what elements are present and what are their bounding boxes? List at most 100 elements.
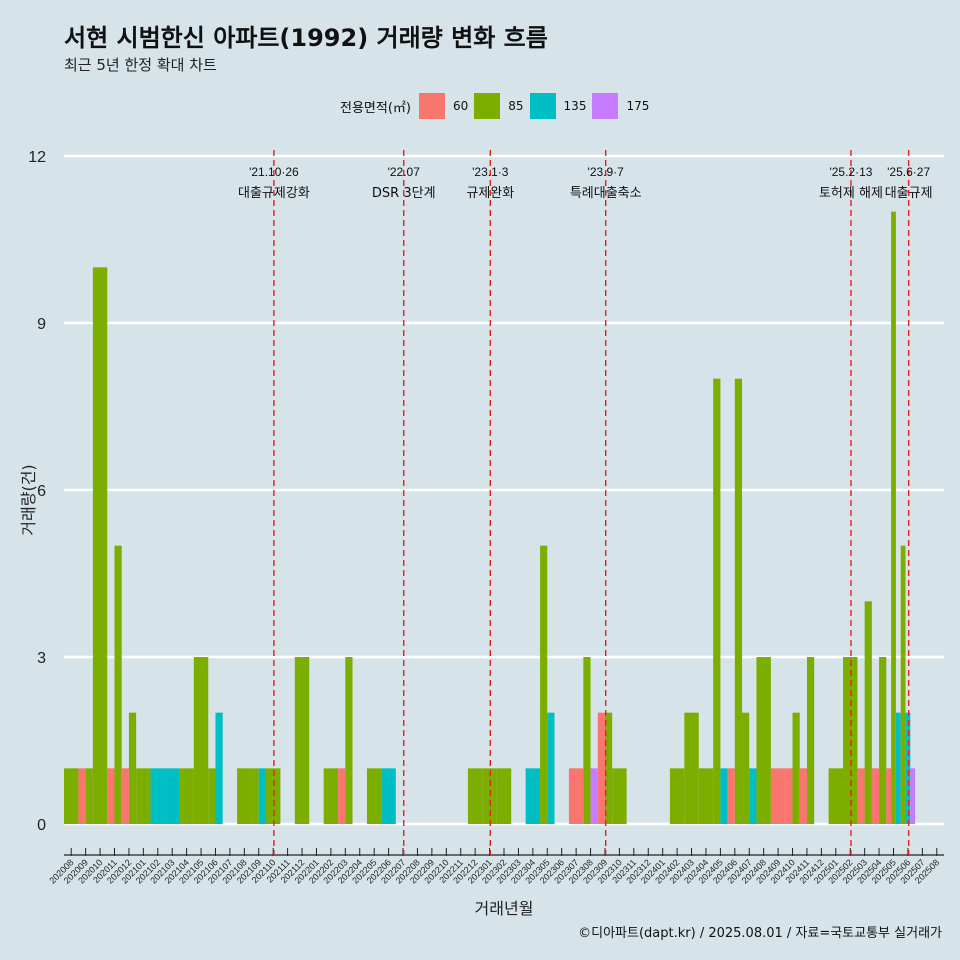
bar-60-202307 xyxy=(568,768,584,824)
bar-85-202408 xyxy=(756,657,771,824)
bar-135-202505 xyxy=(895,712,901,824)
bar-85-202101 xyxy=(136,768,151,824)
bar-85-202011 xyxy=(114,545,122,824)
event-date-label: '25.2·13 xyxy=(829,165,872,179)
bar-85-202504 xyxy=(879,657,887,824)
bar-60-202409 xyxy=(770,768,786,824)
bar-135-202304 xyxy=(525,768,541,824)
event-date-label: '21.10·26 xyxy=(249,165,299,179)
event-date-label: '25.6·27 xyxy=(887,165,930,179)
event-text-label: 규제완화 xyxy=(466,186,514,201)
legend-swatch-85 xyxy=(474,93,501,119)
event-text-label: 대출규제 xyxy=(885,186,933,201)
bar-85-202302 xyxy=(496,768,512,824)
x-axis-title: 거래년월 xyxy=(475,899,534,918)
bar-135-202405 xyxy=(720,768,728,824)
legend-item-85: 85 xyxy=(474,93,524,119)
bar-135-202106 xyxy=(215,712,223,824)
bar-85-202404 xyxy=(698,768,714,824)
bar-60-202410 xyxy=(785,768,793,824)
bar-85-202405 xyxy=(713,378,721,824)
bar-85-202506 xyxy=(900,545,906,824)
bar-135-202506 xyxy=(905,712,911,824)
bar-85-202310 xyxy=(612,768,627,824)
legend-swatch-135 xyxy=(529,93,556,119)
bar-135-202103 xyxy=(164,768,180,824)
bar-85-202008 xyxy=(64,768,79,824)
y-tick-label: 9 xyxy=(37,316,46,333)
bar-85-202012 xyxy=(128,712,137,824)
bar-85-202411 xyxy=(806,657,815,824)
y-tick-label: 12 xyxy=(28,149,46,166)
y-axis-title: 거래량(건) xyxy=(19,464,38,535)
bar-85-202505 xyxy=(891,211,896,824)
bar-60-202411 xyxy=(799,768,807,824)
bar-85-202407 xyxy=(742,712,750,824)
chart-title: 서현 시범한신 아파트(1992) 거래량 변화 흐름 xyxy=(64,24,548,52)
bar-85-202309 xyxy=(604,712,613,824)
bar-85-202410 xyxy=(792,712,800,824)
bar-60-202009 xyxy=(78,768,86,824)
bar-60-202203 xyxy=(338,768,346,824)
event-text-label: 대출규제강화 xyxy=(238,186,310,201)
bar-85-202501 xyxy=(828,768,844,824)
bar-85-202009 xyxy=(85,768,93,824)
bar-85-202112 xyxy=(294,657,310,824)
bar-85-202010 xyxy=(92,267,108,824)
bar-60-202012 xyxy=(121,768,129,824)
legend-item-175: 175 xyxy=(592,93,649,119)
source-caption: ©디아파트(dapt.kr) / 2025.08.01 / 자료=국토교통부 실… xyxy=(578,926,942,941)
bar-85-202110 xyxy=(265,768,281,824)
event-text-label: 특례대출축소 xyxy=(570,186,642,201)
y-tick-label: 6 xyxy=(37,483,46,500)
event-text-label: DSR 3단계 xyxy=(372,186,436,201)
event-date-label: '22.07 xyxy=(388,165,421,179)
y-tick-label: 3 xyxy=(37,650,46,667)
legend-title: 전용면적(㎡) xyxy=(340,100,411,116)
bar-85-202503 xyxy=(864,601,872,824)
y-tick-label: 0 xyxy=(37,817,46,834)
bar-175-202506 xyxy=(910,768,916,824)
bar-85-202502 xyxy=(843,657,858,824)
bar-60-202503 xyxy=(857,768,865,824)
bar-85-202105 xyxy=(193,657,209,824)
bar-135-202109 xyxy=(258,768,266,824)
bar-85-202106 xyxy=(208,768,216,824)
legend: 전용면적(㎡) 60 85 135 175 xyxy=(340,93,655,119)
bar-85-202203 xyxy=(345,657,353,824)
bar-60-202011 xyxy=(107,768,115,824)
legend-item-135: 135 xyxy=(529,93,587,119)
bar-85-202301 xyxy=(482,768,497,824)
chart-subtitle: 최근 5년 한정 확대 차트 xyxy=(64,56,217,74)
bar-85-202205 xyxy=(366,768,382,824)
bar-85-202109 xyxy=(251,768,259,824)
legend-swatch-60 xyxy=(418,93,445,119)
bar-85-202308 xyxy=(583,657,591,824)
bar-85-202403 xyxy=(684,712,699,824)
bar-60-202505 xyxy=(886,768,892,824)
legend-label-60: 60 xyxy=(452,99,469,113)
bar-60-202406 xyxy=(727,768,735,824)
bar-135-202305 xyxy=(547,712,555,824)
bar-85-202305 xyxy=(540,545,548,824)
bar-60-202309 xyxy=(597,712,605,824)
bar-85-202406 xyxy=(734,378,743,824)
bar-85-202202 xyxy=(323,768,339,824)
bar-175-202308 xyxy=(590,768,598,824)
event-date-label: '23.9·7 xyxy=(588,165,625,179)
bar-85-202212 xyxy=(467,768,483,824)
legend-item-60: 60 xyxy=(418,93,469,119)
bar-85-202104 xyxy=(179,768,194,824)
bar-135-202102 xyxy=(150,768,165,824)
bar-60-202504 xyxy=(871,768,880,824)
bar-135-202206 xyxy=(381,768,396,824)
legend-swatch-175 xyxy=(592,93,619,119)
legend-label-85: 85 xyxy=(508,99,524,113)
bar-85-202108 xyxy=(237,768,252,824)
event-text-label: 토허제 해제 xyxy=(819,186,883,201)
legend-label-135: 135 xyxy=(563,99,587,113)
legend-label-175: 175 xyxy=(626,99,650,113)
bar-85-202402 xyxy=(669,768,685,824)
event-date-label: '23.1·3 xyxy=(472,165,509,179)
